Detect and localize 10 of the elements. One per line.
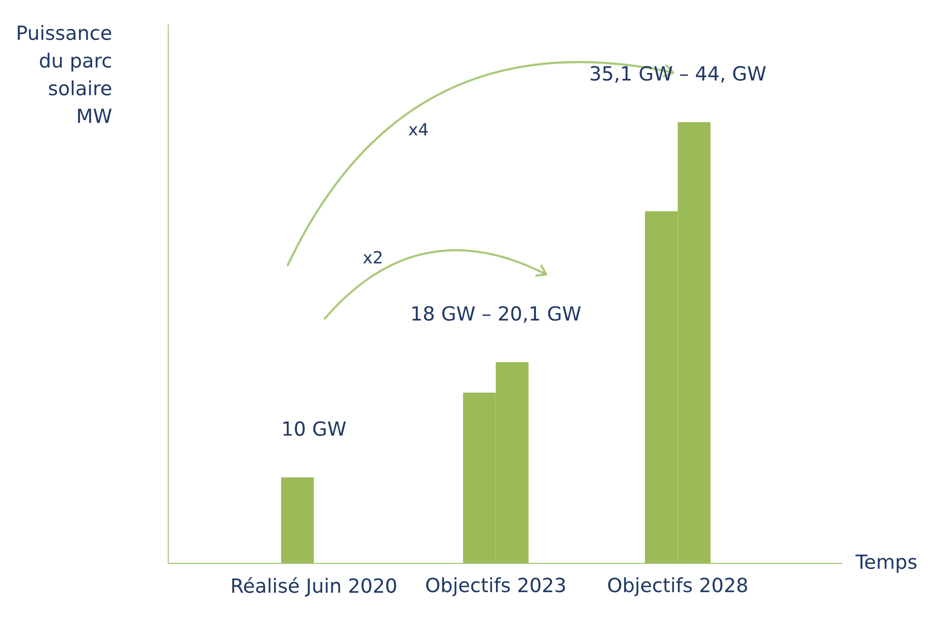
- x-tick-label: Objectifs 2028: [608, 577, 748, 596]
- annotation: 10 GW: [283, 421, 346, 436]
- annotation: x4: [408, 123, 428, 136]
- y-axis-title: Puissance du parc solaire MW: [18, 25, 112, 123]
- annotation: 18 GW – 20,1 GW: [412, 306, 581, 323]
- x-tick-label: Réalisé Juin 2020: [232, 577, 396, 597]
- annotation: x2: [363, 250, 382, 264]
- x-axis-title: Temps: [855, 554, 917, 573]
- bar: [281, 477, 314, 564]
- x-tick-label: Objectifs 2023: [426, 577, 565, 596]
